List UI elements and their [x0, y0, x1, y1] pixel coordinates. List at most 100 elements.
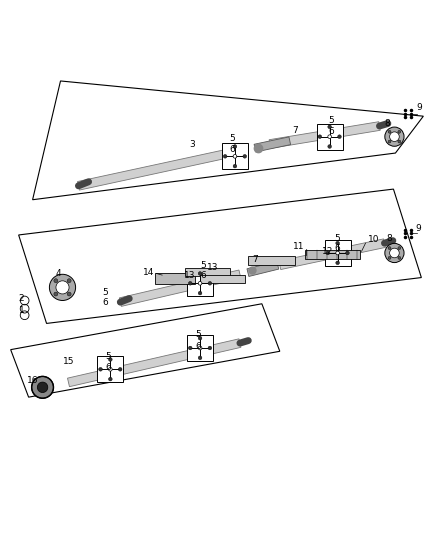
- Circle shape: [109, 367, 112, 371]
- Bar: [222, 143, 248, 169]
- Bar: [325, 240, 351, 266]
- Bar: [187, 335, 213, 361]
- Circle shape: [99, 367, 102, 371]
- Circle shape: [398, 131, 401, 133]
- Bar: [187, 270, 213, 296]
- Text: 1: 1: [19, 306, 25, 315]
- Text: 6: 6: [329, 127, 335, 136]
- Polygon shape: [269, 122, 380, 148]
- Text: 6: 6: [106, 363, 111, 372]
- Circle shape: [390, 248, 399, 258]
- Circle shape: [198, 356, 202, 360]
- Bar: [305, 250, 360, 260]
- Circle shape: [208, 281, 212, 285]
- Circle shape: [223, 155, 227, 158]
- Text: 12: 12: [321, 247, 333, 256]
- Text: 6: 6: [335, 245, 340, 253]
- Circle shape: [336, 261, 339, 265]
- Text: 7: 7: [252, 255, 258, 264]
- Circle shape: [198, 272, 202, 276]
- Circle shape: [338, 135, 341, 139]
- Bar: [248, 256, 295, 265]
- Text: 5: 5: [200, 261, 206, 270]
- Text: 7: 7: [292, 126, 298, 135]
- Circle shape: [37, 382, 48, 393]
- Circle shape: [67, 279, 71, 282]
- Circle shape: [326, 251, 330, 255]
- Circle shape: [109, 358, 112, 361]
- Circle shape: [346, 251, 349, 255]
- Text: 13: 13: [206, 263, 218, 272]
- Circle shape: [385, 127, 404, 146]
- Text: 4: 4: [56, 269, 61, 278]
- Circle shape: [388, 140, 391, 143]
- Circle shape: [398, 140, 401, 143]
- Text: 11: 11: [293, 242, 305, 251]
- Circle shape: [32, 376, 53, 398]
- Text: 8: 8: [385, 119, 390, 128]
- Circle shape: [54, 292, 58, 296]
- Circle shape: [318, 135, 321, 139]
- Circle shape: [243, 155, 247, 158]
- Circle shape: [388, 256, 391, 260]
- Text: 5: 5: [106, 352, 111, 361]
- Polygon shape: [247, 262, 279, 277]
- Circle shape: [385, 244, 404, 263]
- Bar: [97, 356, 124, 382]
- Circle shape: [398, 256, 401, 260]
- Text: 10: 10: [367, 236, 379, 244]
- Circle shape: [188, 281, 192, 285]
- Circle shape: [336, 251, 339, 255]
- Circle shape: [198, 336, 202, 340]
- Polygon shape: [279, 239, 385, 270]
- Text: 3: 3: [189, 140, 195, 149]
- Polygon shape: [78, 149, 231, 190]
- Circle shape: [398, 247, 401, 249]
- Polygon shape: [119, 270, 241, 306]
- Circle shape: [208, 346, 212, 350]
- Bar: [185, 268, 230, 276]
- Polygon shape: [254, 137, 290, 152]
- Circle shape: [118, 367, 122, 371]
- Circle shape: [54, 279, 58, 282]
- Text: 6: 6: [102, 298, 108, 308]
- Circle shape: [233, 144, 237, 148]
- Circle shape: [233, 155, 237, 158]
- Text: 5: 5: [229, 134, 235, 143]
- Circle shape: [233, 164, 237, 168]
- Circle shape: [336, 241, 339, 245]
- Text: 5: 5: [335, 234, 340, 243]
- Text: 9: 9: [416, 224, 421, 233]
- Bar: [200, 275, 245, 283]
- Circle shape: [328, 144, 332, 148]
- Text: 5: 5: [195, 330, 201, 340]
- Text: 8: 8: [387, 234, 392, 243]
- Text: 6: 6: [195, 342, 201, 351]
- Circle shape: [188, 346, 192, 350]
- Text: 16: 16: [27, 376, 39, 385]
- Text: 2: 2: [19, 294, 24, 303]
- Text: 15: 15: [63, 357, 74, 366]
- Text: 6: 6: [200, 271, 206, 280]
- Circle shape: [198, 281, 202, 285]
- Circle shape: [388, 131, 391, 133]
- Text: 9: 9: [417, 103, 422, 112]
- Text: 6: 6: [229, 146, 235, 154]
- Text: 14: 14: [142, 268, 154, 277]
- Circle shape: [390, 132, 399, 141]
- Bar: [317, 124, 343, 150]
- Bar: [155, 273, 195, 284]
- Text: 13: 13: [184, 271, 195, 280]
- Circle shape: [198, 346, 202, 350]
- Text: 5: 5: [329, 116, 335, 125]
- Circle shape: [328, 135, 332, 139]
- Circle shape: [109, 377, 112, 381]
- Circle shape: [198, 291, 202, 295]
- Circle shape: [67, 292, 71, 296]
- Circle shape: [328, 125, 332, 128]
- Polygon shape: [67, 339, 241, 386]
- Text: 5: 5: [102, 288, 108, 297]
- Circle shape: [49, 274, 76, 301]
- Circle shape: [388, 247, 391, 249]
- Circle shape: [56, 281, 69, 294]
